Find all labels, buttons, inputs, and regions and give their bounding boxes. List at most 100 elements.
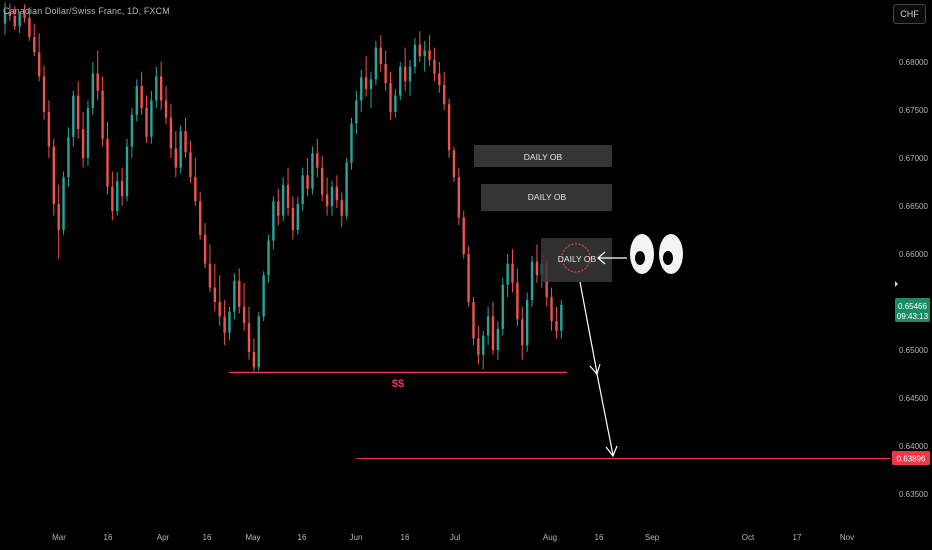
candle-body[interactable] bbox=[462, 217, 465, 254]
candle-body[interactable] bbox=[301, 175, 304, 205]
candle-body[interactable] bbox=[530, 261, 534, 301]
candle-body[interactable] bbox=[135, 86, 138, 115]
candle-body[interactable] bbox=[399, 66, 402, 96]
candle-body[interactable] bbox=[277, 201, 280, 216]
candle-body[interactable] bbox=[491, 316, 495, 350]
candle-body[interactable] bbox=[516, 282, 519, 320]
candle-body[interactable] bbox=[511, 263, 514, 283]
candle-body[interactable] bbox=[23, 14, 26, 18]
candle-body[interactable] bbox=[233, 280, 236, 312]
candle-body[interactable] bbox=[140, 86, 143, 109]
candle-body[interactable] bbox=[208, 263, 212, 288]
candle-body[interactable] bbox=[403, 66, 407, 82]
candle-body[interactable] bbox=[150, 100, 153, 137]
candle-body[interactable] bbox=[262, 275, 265, 317]
candle-body[interactable] bbox=[218, 302, 221, 317]
candle-body[interactable] bbox=[194, 177, 197, 202]
candle-body[interactable] bbox=[281, 184, 285, 216]
time-axis[interactable]: Mar 16 Apr 16 May 16 Jun 16 Jul Aug 16 Sep Oct 17 Nov bbox=[52, 533, 854, 542]
currency-button[interactable]: CHF bbox=[893, 4, 926, 24]
candle-body[interactable] bbox=[13, 15, 16, 27]
candle-body[interactable] bbox=[311, 153, 314, 189]
candle-body[interactable] bbox=[28, 17, 31, 38]
candle-body[interactable] bbox=[257, 316, 260, 368]
candle-body[interactable] bbox=[438, 73, 441, 86]
candle-body[interactable] bbox=[145, 108, 148, 137]
candle-body[interactable] bbox=[321, 167, 324, 195]
candle-body[interactable] bbox=[174, 148, 177, 168]
candle-body[interactable] bbox=[189, 152, 192, 178]
candle-body[interactable] bbox=[52, 146, 55, 205]
candle-body[interactable] bbox=[242, 306, 246, 324]
candle-body[interactable] bbox=[506, 263, 509, 285]
candle-body[interactable] bbox=[286, 184, 290, 208]
candle-body[interactable] bbox=[345, 162, 348, 216]
candle-body[interactable] bbox=[296, 204, 299, 230]
candle-body[interactable] bbox=[501, 284, 504, 329]
candle-body[interactable] bbox=[316, 153, 319, 168]
candle-body[interactable] bbox=[184, 131, 187, 153]
candle-body[interactable] bbox=[33, 37, 36, 53]
candle-body[interactable] bbox=[360, 77, 363, 101]
candle-body[interactable] bbox=[330, 186, 334, 206]
candle-body[interactable] bbox=[560, 304, 563, 331]
candle-body[interactable] bbox=[67, 136, 70, 178]
candle-body[interactable] bbox=[77, 95, 80, 130]
candle-body[interactable] bbox=[116, 181, 119, 211]
candle-body[interactable] bbox=[355, 100, 358, 124]
candle-body[interactable] bbox=[389, 83, 392, 112]
candle-body[interactable] bbox=[228, 311, 231, 333]
candle-body[interactable] bbox=[423, 50, 426, 57]
candle-body[interactable] bbox=[408, 66, 412, 82]
candle-body[interactable] bbox=[8, 12, 12, 16]
candle-body[interactable] bbox=[452, 150, 456, 178]
candle-body[interactable] bbox=[96, 73, 99, 91]
candle-body[interactable] bbox=[72, 95, 75, 137]
candle-body[interactable] bbox=[384, 63, 387, 84]
candle-body[interactable] bbox=[350, 123, 353, 163]
candle-body[interactable] bbox=[272, 201, 275, 241]
candle-body[interactable] bbox=[486, 316, 490, 336]
candle-body[interactable] bbox=[42, 76, 46, 112]
candle-body[interactable] bbox=[521, 319, 524, 346]
candle-body[interactable] bbox=[496, 328, 500, 350]
candle-body[interactable] bbox=[369, 79, 373, 89]
candle-body[interactable] bbox=[535, 261, 539, 276]
candle-body[interactable] bbox=[57, 204, 60, 230]
candle-body[interactable] bbox=[155, 76, 158, 101]
candle-body[interactable] bbox=[291, 207, 295, 230]
candle-body[interactable] bbox=[428, 50, 431, 61]
candle-body[interactable] bbox=[203, 234, 207, 264]
candle-body[interactable] bbox=[223, 316, 226, 333]
candle-body[interactable] bbox=[447, 104, 451, 151]
candle-body[interactable] bbox=[120, 181, 124, 197]
candle-body[interactable] bbox=[555, 321, 558, 331]
candle-body[interactable] bbox=[159, 76, 163, 101]
candle-body[interactable] bbox=[125, 146, 129, 197]
candle-body[interactable] bbox=[472, 302, 475, 339]
candle-body[interactable] bbox=[91, 73, 95, 109]
candle-body[interactable] bbox=[457, 177, 461, 218]
candle-body[interactable] bbox=[374, 47, 378, 80]
candle-body[interactable] bbox=[3, 12, 7, 24]
candle-body[interactable] bbox=[101, 90, 104, 139]
candle-body[interactable] bbox=[467, 254, 470, 302]
candle-body[interactable] bbox=[335, 186, 339, 201]
candle-body[interactable] bbox=[306, 175, 309, 189]
order-block-2[interactable] bbox=[481, 184, 612, 211]
candle-body[interactable] bbox=[477, 338, 480, 355]
candle-body[interactable] bbox=[482, 335, 485, 355]
candle-body[interactable] bbox=[179, 131, 182, 168]
candle-body[interactable] bbox=[238, 280, 241, 307]
candle-body[interactable] bbox=[169, 117, 173, 149]
candle-body[interactable] bbox=[18, 14, 21, 27]
candle-body[interactable] bbox=[213, 287, 217, 302]
candle-body[interactable] bbox=[164, 100, 168, 118]
candle-body[interactable] bbox=[47, 111, 51, 147]
candle-body[interactable] bbox=[325, 194, 329, 206]
candle-body[interactable] bbox=[525, 300, 529, 346]
candle-body[interactable] bbox=[379, 47, 382, 64]
order-block-1[interactable] bbox=[474, 145, 612, 167]
candle-body[interactable] bbox=[86, 108, 90, 158]
